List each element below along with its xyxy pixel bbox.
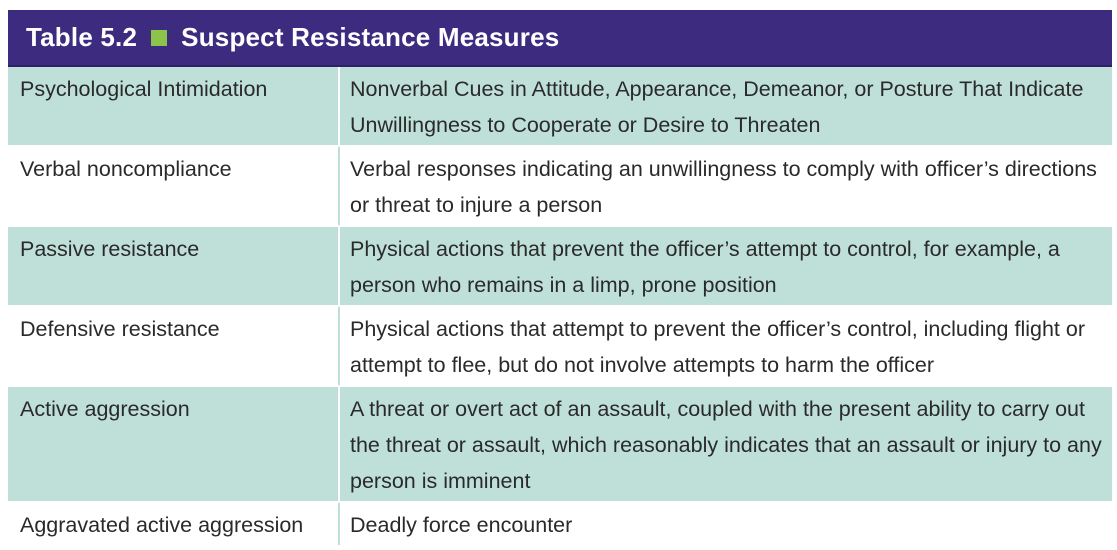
table-row: Passive resistance Physical actions that… — [8, 227, 1112, 307]
row-description: Nonverbal Cues in Attitude, Appearance, … — [350, 77, 1084, 137]
row-description: Physical actions that prevent the office… — [350, 237, 1060, 297]
square-marker-icon — [151, 29, 168, 46]
table-row: Verbal noncompliance Verbal responses in… — [8, 147, 1112, 227]
row-description: Deadly force encounter — [350, 513, 573, 537]
row-description: Verbal responses indicating an unwilling… — [350, 157, 1097, 217]
row-description: Physical actions that attempt to prevent… — [350, 317, 1085, 377]
row-description: A threat or overt act of an assault, cou… — [350, 397, 1102, 493]
table-title: Suspect Resistance Measures — [181, 22, 560, 52]
table-row: Psychological Intimidation Nonverbal Cue… — [8, 67, 1112, 147]
table-header: Table 5.2 Suspect Resistance Measures — [8, 10, 1112, 67]
row-term: Passive resistance — [8, 227, 340, 305]
row-term: Psychological Intimidation — [8, 67, 340, 145]
suspect-resistance-table: Table 5.2 Suspect Resistance Measures Ps… — [8, 10, 1112, 547]
row-term: Defensive resistance — [8, 307, 340, 385]
row-term: Active aggression — [8, 387, 340, 501]
table-row: Active aggression A threat or overt act … — [8, 387, 1112, 503]
table-row: Aggravated active aggression Deadly forc… — [8, 503, 1112, 547]
row-term: Verbal noncompliance — [8, 147, 340, 225]
row-term: Aggravated active aggression — [8, 503, 340, 545]
table-label: Table 5.2 — [26, 22, 138, 52]
table-row: Defensive resistance Physical actions th… — [8, 307, 1112, 387]
